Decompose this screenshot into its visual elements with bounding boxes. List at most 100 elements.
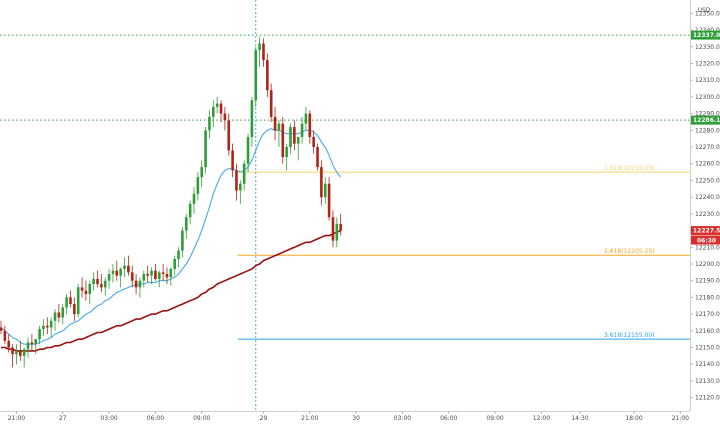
candle[interactable] <box>26 337 30 358</box>
candle[interactable] <box>335 217 339 248</box>
candle[interactable] <box>204 126 207 174</box>
candle[interactable] <box>215 96 219 114</box>
candle[interactable] <box>111 263 115 283</box>
candle[interactable] <box>88 280 92 305</box>
candle-body <box>208 116 211 131</box>
candle[interactable] <box>123 257 126 278</box>
candle[interactable] <box>285 143 288 171</box>
candle[interactable] <box>100 274 103 293</box>
candle[interactable] <box>323 177 327 204</box>
candle[interactable] <box>173 255 176 276</box>
candle[interactable] <box>161 263 165 281</box>
candle[interactable] <box>208 110 211 139</box>
candle[interactable] <box>273 106 277 141</box>
candle[interactable] <box>223 106 227 131</box>
candle[interactable] <box>107 268 111 290</box>
candle[interactable] <box>339 213 342 236</box>
candle[interactable] <box>296 137 300 161</box>
candle[interactable] <box>76 284 80 318</box>
candle[interactable] <box>22 347 26 368</box>
candle[interactable] <box>84 280 88 301</box>
candle[interactable] <box>154 263 157 281</box>
candle[interactable] <box>239 180 242 204</box>
plot-area[interactable] <box>0 0 690 411</box>
candle[interactable] <box>231 143 234 178</box>
candle[interactable] <box>212 100 215 127</box>
candle[interactable] <box>300 116 304 144</box>
candle[interactable] <box>181 227 184 258</box>
candle[interactable] <box>246 133 250 173</box>
candle[interactable] <box>73 297 76 321</box>
candle[interactable] <box>320 160 323 206</box>
candle[interactable] <box>188 200 192 224</box>
candle[interactable] <box>61 304 65 325</box>
candle[interactable] <box>184 213 188 239</box>
candle[interactable] <box>316 143 319 171</box>
candle[interactable] <box>146 265 149 283</box>
candle[interactable] <box>38 325 41 345</box>
candle[interactable] <box>281 116 285 164</box>
candle[interactable] <box>169 267 173 286</box>
candle[interactable] <box>331 210 335 248</box>
candle[interactable] <box>258 36 261 67</box>
candle[interactable] <box>119 267 122 288</box>
candle[interactable] <box>92 272 95 291</box>
candle[interactable] <box>269 83 273 122</box>
candle[interactable] <box>250 96 254 148</box>
candle[interactable] <box>3 325 7 345</box>
candle[interactable] <box>304 106 308 131</box>
candle[interactable] <box>103 277 107 296</box>
candle[interactable] <box>327 177 331 221</box>
candle[interactable] <box>134 274 138 295</box>
candle[interactable] <box>308 110 312 144</box>
candle[interactable] <box>42 319 45 336</box>
candle[interactable] <box>165 267 169 285</box>
level-price-tag-label: 12286.10 <box>693 117 720 124</box>
candle[interactable] <box>262 38 265 67</box>
candle[interactable] <box>192 187 196 214</box>
candle[interactable] <box>196 172 200 201</box>
candle[interactable] <box>157 270 161 288</box>
candle[interactable] <box>127 255 130 276</box>
candle[interactable] <box>69 290 72 308</box>
candle[interactable] <box>0 320 3 335</box>
candle[interactable] <box>11 344 14 368</box>
candle-body <box>312 137 315 148</box>
candle[interactable] <box>30 334 34 351</box>
candle[interactable] <box>65 294 68 315</box>
candle-body <box>277 123 281 131</box>
candle[interactable] <box>293 120 296 151</box>
candle[interactable] <box>150 267 153 285</box>
candle[interactable] <box>177 247 180 268</box>
candle[interactable] <box>277 120 281 148</box>
candle[interactable] <box>96 270 99 288</box>
y-tick-label: 12170.00 <box>695 311 720 318</box>
ema-slow-line[interactable] <box>1 229 342 352</box>
candle[interactable] <box>254 46 258 107</box>
candle[interactable] <box>130 265 134 288</box>
candle[interactable] <box>200 160 204 188</box>
candle[interactable] <box>142 270 146 288</box>
candle[interactable] <box>34 339 38 355</box>
candle[interactable] <box>49 317 53 338</box>
candle[interactable] <box>138 277 142 298</box>
candle[interactable] <box>7 334 11 353</box>
candle[interactable] <box>312 130 315 154</box>
candle-body <box>204 130 207 168</box>
candle[interactable] <box>219 100 223 122</box>
candle[interactable] <box>19 340 22 361</box>
candle[interactable] <box>289 123 292 154</box>
candle[interactable] <box>266 53 269 97</box>
candle[interactable] <box>15 344 18 365</box>
candle[interactable] <box>80 277 84 298</box>
candle[interactable] <box>46 317 49 335</box>
candle-body <box>323 183 327 198</box>
candle[interactable] <box>235 163 238 201</box>
candle[interactable] <box>115 260 119 281</box>
candle[interactable] <box>53 309 57 331</box>
candle[interactable] <box>242 160 246 191</box>
candle[interactable] <box>227 113 231 156</box>
candle[interactable] <box>57 304 61 323</box>
candle-body <box>76 287 80 315</box>
